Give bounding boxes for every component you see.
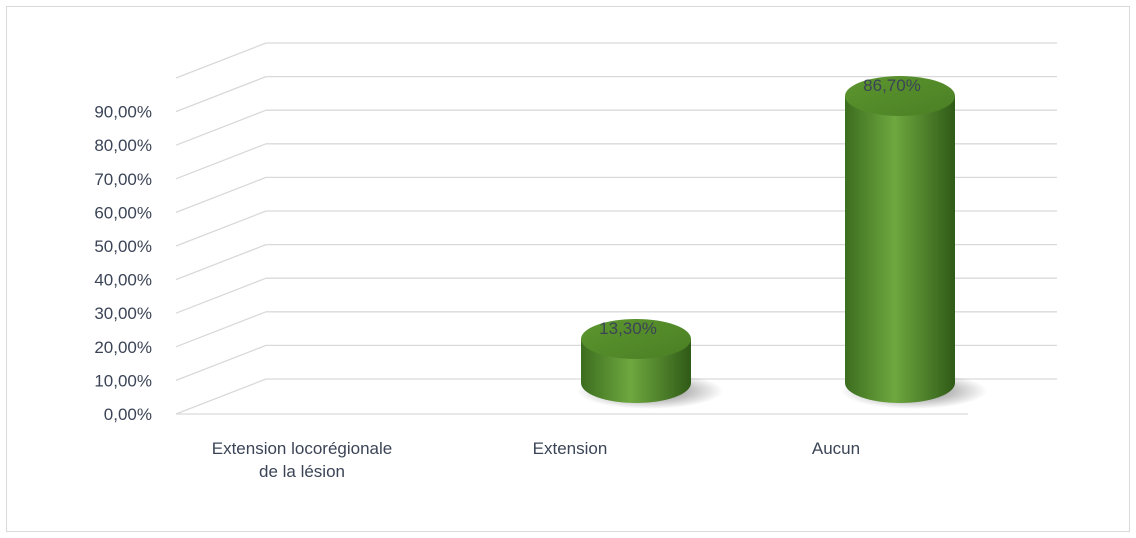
gridline-side bbox=[175, 378, 267, 415]
x-axis-ticks: Extension locorégionale de la lésion Exten… bbox=[212, 439, 860, 481]
gridline-side bbox=[175, 109, 267, 146]
bar: 86,70% bbox=[841, 76, 987, 409]
y-tick-label: 50,00% bbox=[94, 237, 152, 256]
gridline-side bbox=[175, 42, 267, 79]
y-tick-label: 0,00% bbox=[104, 405, 152, 424]
x-tick-label: Extension locorégionale de la lésion bbox=[212, 439, 393, 481]
data-label: 13,30% bbox=[599, 319, 657, 338]
x-tick-label: Extension bbox=[533, 439, 608, 458]
gridline-side bbox=[175, 243, 267, 281]
data-label: 86,70% bbox=[863, 76, 921, 95]
bar-top bbox=[581, 318, 691, 359]
gridline-side bbox=[175, 277, 267, 314]
bar-top bbox=[845, 76, 955, 117]
y-tick-label: 30,00% bbox=[94, 304, 152, 323]
x-tick-label: Aucun bbox=[812, 439, 860, 458]
y-tick-label: 90,00% bbox=[94, 103, 152, 122]
y-tick-label: 80,00% bbox=[94, 136, 152, 155]
gridline-side bbox=[175, 311, 267, 348]
y-tick-label: 10,00% bbox=[94, 371, 152, 390]
chart-frame bbox=[6, 6, 1130, 532]
gridline-side bbox=[175, 143, 267, 180]
bar: 13,30% bbox=[577, 318, 723, 409]
bar-body bbox=[845, 96, 955, 403]
gridline-side bbox=[175, 75, 267, 113]
y-axis-ticks: 0,00% 10,00% 20,00% 30,00% 40,00% 50,00% 60,00… bbox=[94, 103, 152, 424]
gridline-side bbox=[175, 176, 267, 214]
gridline-side bbox=[175, 210, 267, 247]
bars: 13,30% 86,70% bbox=[577, 76, 987, 409]
y-tick-label: 40,00% bbox=[94, 271, 152, 290]
y-tick-label: 20,00% bbox=[94, 338, 152, 357]
gridline-side bbox=[175, 344, 267, 382]
y-tick-label: 70,00% bbox=[94, 170, 152, 189]
y-tick-label: 60,00% bbox=[94, 203, 152, 222]
